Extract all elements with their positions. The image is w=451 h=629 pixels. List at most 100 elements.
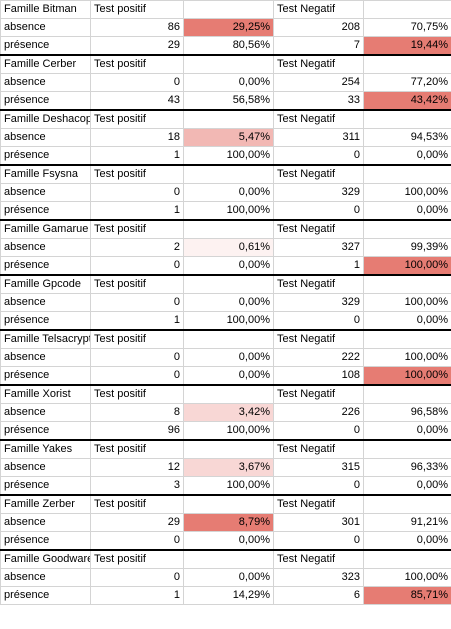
positive-count-cell[interactable]: 43 [90,91,184,111]
test-negative-header-cell[interactable]: Test Negatif [273,329,364,349]
positive-count-cell[interactable]: 29 [90,513,184,532]
negative-count-cell[interactable]: 0 [273,531,364,551]
positive-count-cell[interactable]: 18 [90,128,184,147]
test-positive-header-cell[interactable]: Test positif [90,439,184,459]
positive-percent-cell[interactable]: 0,61% [183,238,274,257]
family-name-cell[interactable]: Famille Gpcode [0,274,91,294]
test-positive-header-cell[interactable]: Test positif [90,164,184,184]
positive-count-cell[interactable]: 8 [90,403,184,422]
empty-cell[interactable] [363,109,451,129]
positive-count-cell[interactable]: 0 [90,256,184,276]
test-negative-header-cell[interactable]: Test Negatif [273,109,364,129]
empty-cell[interactable] [183,384,274,404]
positive-percent-cell[interactable]: 100,00% [183,146,274,166]
empty-cell[interactable] [183,54,274,74]
family-name-cell[interactable]: Famille Telsacrypt [0,329,91,349]
negative-count-cell[interactable]: 301 [273,513,364,532]
negative-count-cell[interactable]: 6 [273,586,364,605]
positive-percent-cell[interactable]: 14,29% [183,586,274,605]
negative-percent-cell[interactable]: 0,00% [363,476,451,496]
row-label-cell[interactable]: absence [0,513,91,532]
test-positive-header-cell[interactable]: Test positif [90,549,184,569]
positive-percent-cell[interactable]: 3,42% [183,403,274,422]
row-label-cell[interactable]: absence [0,293,91,312]
positive-count-cell[interactable]: 86 [90,18,184,37]
row-label-cell[interactable]: présence [0,91,91,111]
row-label-cell[interactable]: présence [0,476,91,496]
empty-cell[interactable] [183,164,274,184]
positive-count-cell[interactable]: 96 [90,421,184,441]
negative-count-cell[interactable]: 226 [273,403,364,422]
row-label-cell[interactable]: absence [0,73,91,92]
positive-count-cell[interactable]: 0 [90,183,184,202]
empty-cell[interactable] [363,329,451,349]
positive-count-cell[interactable]: 29 [90,36,184,56]
positive-percent-cell[interactable]: 29,25% [183,18,274,37]
test-positive-header-cell[interactable]: Test positif [90,54,184,74]
negative-percent-cell[interactable]: 100,00% [363,366,451,386]
negative-percent-cell[interactable]: 96,33% [363,458,451,477]
negative-count-cell[interactable]: 0 [273,421,364,441]
positive-percent-cell[interactable]: 80,56% [183,36,274,56]
family-name-cell[interactable]: Famille Cerber [0,54,91,74]
row-label-cell[interactable]: absence [0,18,91,37]
positive-percent-cell[interactable]: 3,67% [183,458,274,477]
empty-cell[interactable] [363,54,451,74]
positive-count-cell[interactable]: 0 [90,293,184,312]
negative-percent-cell[interactable]: 100,00% [363,293,451,312]
negative-count-cell[interactable]: 0 [273,146,364,166]
negative-percent-cell[interactable]: 0,00% [363,531,451,551]
negative-percent-cell[interactable]: 91,21% [363,513,451,532]
negative-count-cell[interactable]: 327 [273,238,364,257]
negative-percent-cell[interactable]: 0,00% [363,421,451,441]
negative-count-cell[interactable]: 315 [273,458,364,477]
positive-count-cell[interactable]: 1 [90,586,184,605]
positive-count-cell[interactable]: 0 [90,348,184,367]
positive-percent-cell[interactable]: 0,00% [183,73,274,92]
positive-percent-cell[interactable]: 0,00% [183,183,274,202]
test-positive-header-cell[interactable]: Test positif [90,384,184,404]
positive-count-cell[interactable]: 0 [90,73,184,92]
negative-count-cell[interactable]: 7 [273,36,364,56]
empty-cell[interactable] [363,549,451,569]
positive-count-cell[interactable]: 0 [90,366,184,386]
test-negative-header-cell[interactable]: Test Negatif [273,164,364,184]
test-positive-header-cell[interactable]: Test positif [90,219,184,239]
test-negative-header-cell[interactable]: Test Negatif [273,0,364,19]
empty-cell[interactable] [363,0,451,19]
empty-cell[interactable] [363,439,451,459]
positive-count-cell[interactable]: 1 [90,201,184,221]
row-label-cell[interactable]: présence [0,201,91,221]
negative-percent-cell[interactable]: 70,75% [363,18,451,37]
negative-count-cell[interactable]: 254 [273,73,364,92]
row-label-cell[interactable]: présence [0,36,91,56]
row-label-cell[interactable]: présence [0,421,91,441]
positive-percent-cell[interactable]: 8,79% [183,513,274,532]
family-name-cell[interactable]: Famille Yakes [0,439,91,459]
negative-percent-cell[interactable]: 77,20% [363,73,451,92]
row-label-cell[interactable]: absence [0,458,91,477]
empty-cell[interactable] [183,0,274,19]
positive-percent-cell[interactable]: 100,00% [183,201,274,221]
negative-percent-cell[interactable]: 94,53% [363,128,451,147]
negative-percent-cell[interactable]: 0,00% [363,201,451,221]
family-name-cell[interactable]: Famille Goodware [0,549,91,569]
negative-percent-cell[interactable]: 100,00% [363,568,451,587]
empty-cell[interactable] [183,274,274,294]
row-label-cell[interactable]: présence [0,586,91,605]
test-positive-header-cell[interactable]: Test positif [90,274,184,294]
row-label-cell[interactable]: absence [0,128,91,147]
negative-percent-cell[interactable]: 100,00% [363,183,451,202]
negative-percent-cell[interactable]: 96,58% [363,403,451,422]
negative-count-cell[interactable]: 0 [273,201,364,221]
test-negative-header-cell[interactable]: Test Negatif [273,439,364,459]
positive-percent-cell[interactable]: 100,00% [183,421,274,441]
positive-count-cell[interactable]: 1 [90,146,184,166]
test-positive-header-cell[interactable]: Test positif [90,494,184,514]
negative-percent-cell[interactable]: 85,71% [363,586,451,605]
test-negative-header-cell[interactable]: Test Negatif [273,54,364,74]
negative-percent-cell[interactable]: 0,00% [363,311,451,331]
test-negative-header-cell[interactable]: Test Negatif [273,274,364,294]
family-name-cell[interactable]: Famille Gamarue [0,219,91,239]
empty-cell[interactable] [363,164,451,184]
